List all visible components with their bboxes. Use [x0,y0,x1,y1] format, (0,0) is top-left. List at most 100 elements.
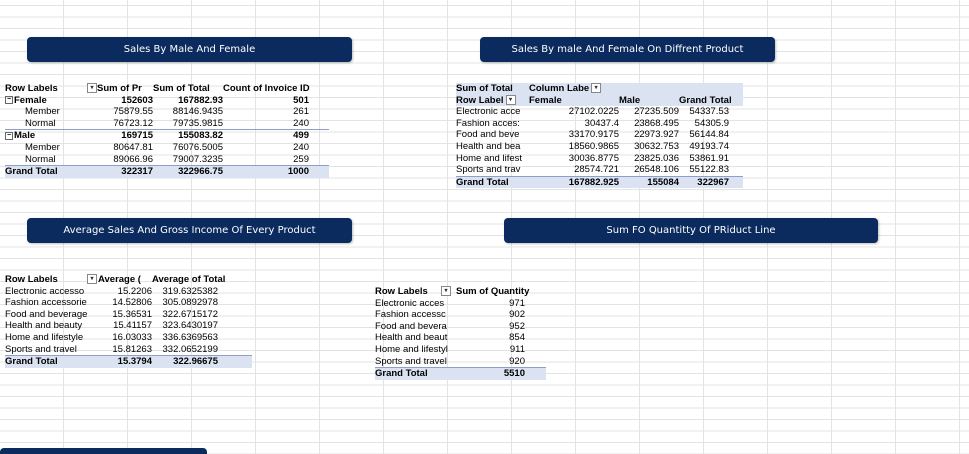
cell: 54337.53 [689,106,729,118]
filter-dropdown-icon[interactable]: ▾ [87,274,97,285]
cell: 336.6369563 [162,331,218,343]
cell: 56144.84 [689,129,729,141]
group-female-label[interactable]: − Female [5,94,47,106]
cell: 18560.9865 [568,140,619,152]
row-label: Food and beve [456,129,520,141]
cell: 167882.93 [178,94,223,106]
cell: 15.36531 [112,308,152,320]
cell: 16.03033 [112,331,152,343]
cell: 79007.3235 [172,153,223,165]
cell: 1000 [287,166,309,178]
header-column-labels: Column Labe ▾ [529,83,729,95]
cell: 240 [293,117,309,129]
header-sum-of-total: Sum of Total [456,83,513,94]
banner-sum-quantity-product-line[interactable]: Sum FO Quantitty Of PRiduct Line [504,218,878,243]
row-label: Health and bea [456,140,521,152]
filter-dropdown-icon[interactable]: ▾ [87,83,97,94]
cell: 322.96675 [173,356,218,368]
cell: 23868.495 [634,117,679,129]
cell: 920 [509,355,525,367]
cell: 971 [509,297,525,309]
cell: 259 [293,153,309,165]
header-female: Female [529,94,562,106]
cell: 155084 [647,176,679,188]
banner-average-sales-gross-income[interactable]: Average Sales And Gross Income Of Every … [27,218,352,243]
cell: 80647.81 [113,141,153,153]
row-label: Electronic acces [375,297,445,309]
collapse-icon[interactable]: − [5,96,13,105]
row-label: Home and lifestyl [375,343,448,355]
row-label: Electronic accesso [5,285,85,297]
header-row-label: Row Label ▾ [456,95,529,107]
header-row-labels: Row Labels [375,286,428,297]
cell: 30437.4 [584,117,619,129]
cell: 28574.721 [574,164,619,176]
row-label: Sports and travel [5,343,77,355]
cell: 911 [509,343,525,355]
cell: 322967 [697,176,729,188]
banner-sales-by-gender-product[interactable]: Sales By male And Female On Diffrent Pro… [480,37,775,62]
grand-total-label: Grand Total [456,176,509,188]
row-label: Food and bevera [375,320,447,332]
grand-total-label: Grand Total [5,356,58,368]
cell: 501 [293,94,309,106]
row-label: Sports and trav [456,164,521,176]
grand-total-label: Grand Total [5,166,58,178]
cell: 323.6430197 [162,320,218,332]
grand-total-label: Grand Total [375,368,428,380]
cell: 15.41157 [113,320,152,332]
cell: 305.0892978 [162,297,218,309]
cell: 26548.106 [634,164,679,176]
cell: 167882.925 [568,176,619,188]
filter-dropdown-icon[interactable]: ▾ [505,95,516,106]
header-male: Male [619,94,641,106]
cell: 854 [509,332,525,344]
header-grand-total: Grand Total [679,94,732,106]
cell: 952 [509,320,525,332]
cell: 332.0652199 [162,343,218,355]
cell: 14.52806 [112,297,152,309]
group-male-label[interactable]: − Male [5,130,36,142]
row-label: Health and beauty [5,320,83,332]
filter-dropdown-icon[interactable]: ▾ [591,83,602,94]
row-label: Normal [25,153,56,165]
header-average-of-total: Average of Total [152,274,226,285]
collapse-icon[interactable]: − [5,131,13,140]
cell: 319.6325382 [162,285,218,297]
cell: 22973.927 [634,129,679,141]
pivot-table-gender-product: Sum of Total Column Labe ▾ Row Label ▾ Fem… [456,83,743,189]
row-label: Home and lifestyle [5,331,84,343]
row-label: Fashion accessc [375,309,446,321]
header-sum-of-total: Sum of Total [153,83,210,94]
row-label: Fashion accessorie [5,297,87,309]
cell: 27235.509 [634,106,679,118]
cell: 5510 [503,368,525,380]
cell: 88146.9435 [172,106,223,118]
cell: 15.2206 [117,285,152,297]
partial-banner-bottom [0,448,207,454]
cell: 152603 [121,94,153,106]
cell: 33170.9175 [568,129,619,141]
row-label: Fashion acces: [456,117,520,129]
pivot-table-average-sales: Row Labels ▾ Average ( Average of Total … [5,274,252,368]
cell: 240 [293,141,309,153]
header-average-of-rating: Average ( [98,274,141,285]
row-label: Home and lifest [456,152,523,164]
cell: 322317 [121,166,153,178]
pivot-table-sum-quantity: Row Labels ▾ Sum of Quantity Electronic … [375,286,546,380]
cell: 30632.753 [634,140,679,152]
filter-dropdown-icon[interactable]: ▾ [441,286,451,297]
cell: 155083.82 [178,130,223,142]
cell: 76076.5005 [172,141,223,153]
cell: 322.6715172 [162,308,218,320]
cell: 79735.9815 [172,117,223,129]
row-label: Member [25,141,60,153]
row-label: Member [25,106,60,118]
cell: 499 [293,130,309,142]
cell: 27102.0225 [568,106,619,118]
header-row-labels: Row Labels [5,83,58,94]
header-row-labels: Row Labels [5,274,58,285]
cell: 902 [509,309,525,321]
header-sum-of-quantity: Sum of Quantity [456,286,530,297]
banner-sales-by-gender[interactable]: Sales By Male And Female [27,37,352,62]
